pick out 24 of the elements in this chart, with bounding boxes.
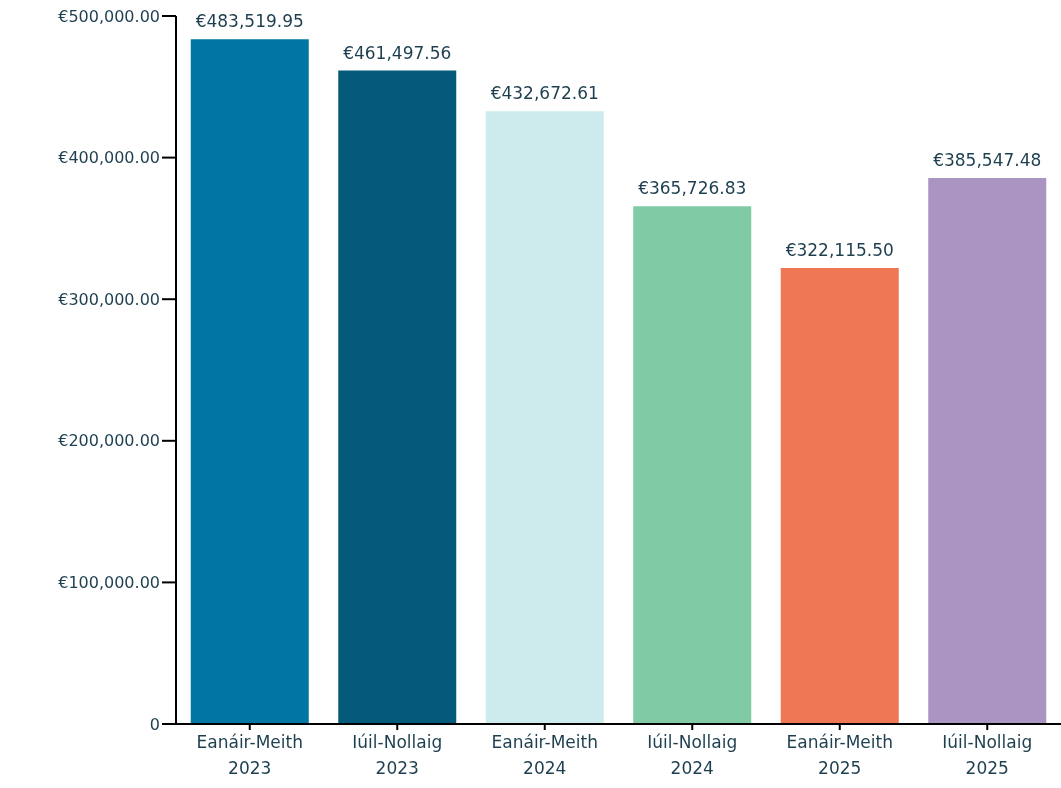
x-tick-label: Eanáir-Meith 2024 (491, 732, 598, 778)
y-tick-label: 0 (149, 714, 160, 734)
y-tick-label: €100,000.00 (58, 573, 160, 593)
data-label: €385,547.48 (933, 150, 1042, 171)
bar (928, 178, 1047, 724)
x-tick-label: Eanáir-Meith 2025 (786, 732, 893, 778)
y-tick-label: €500,000.00 (58, 6, 160, 26)
x-tick-label: Iúil-Nollaig 2025 (942, 732, 1033, 778)
data-label: €365,726.83 (638, 178, 747, 199)
y-tick-label: €300,000.00 (58, 289, 160, 309)
bar (338, 70, 457, 724)
x-tick-label: Iúil-Nollaig 2023 (352, 732, 443, 778)
x-tick-label: Eanáir-Meith 2023 (196, 732, 303, 778)
data-label: €461,497.56 (343, 42, 452, 63)
bar (633, 206, 752, 724)
bar (780, 267, 899, 724)
y-tick-label: €400,000.00 (58, 148, 160, 168)
y-tick-label: €200,000.00 (58, 431, 160, 451)
x-tick-label: Iúil-Nollaig 2024 (647, 732, 738, 778)
data-label: €483,519.95 (195, 11, 304, 32)
bar (485, 111, 604, 724)
data-label: €432,672.61 (490, 83, 599, 104)
bar (190, 39, 309, 724)
data-label: €322,115.50 (785, 239, 894, 260)
